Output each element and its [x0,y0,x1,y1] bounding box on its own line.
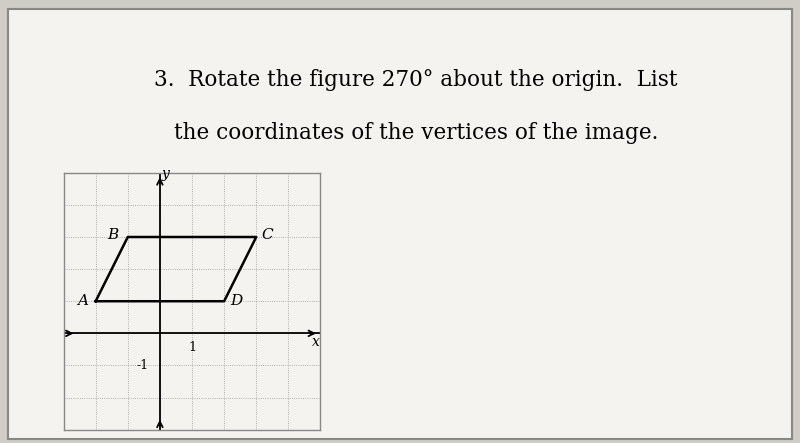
Text: 3.  Rotate the figure 270° about the origin.  List: 3. Rotate the figure 270° about the orig… [154,69,678,91]
Text: A: A [78,294,88,308]
Text: x: x [312,335,319,349]
Text: -1: -1 [137,359,149,372]
Text: D: D [230,294,242,308]
Text: y: y [162,167,170,181]
Text: the coordinates of the vertices of the image.: the coordinates of the vertices of the i… [174,122,658,144]
Text: C: C [262,229,274,242]
Text: B: B [108,229,119,242]
Text: 1: 1 [188,341,196,354]
